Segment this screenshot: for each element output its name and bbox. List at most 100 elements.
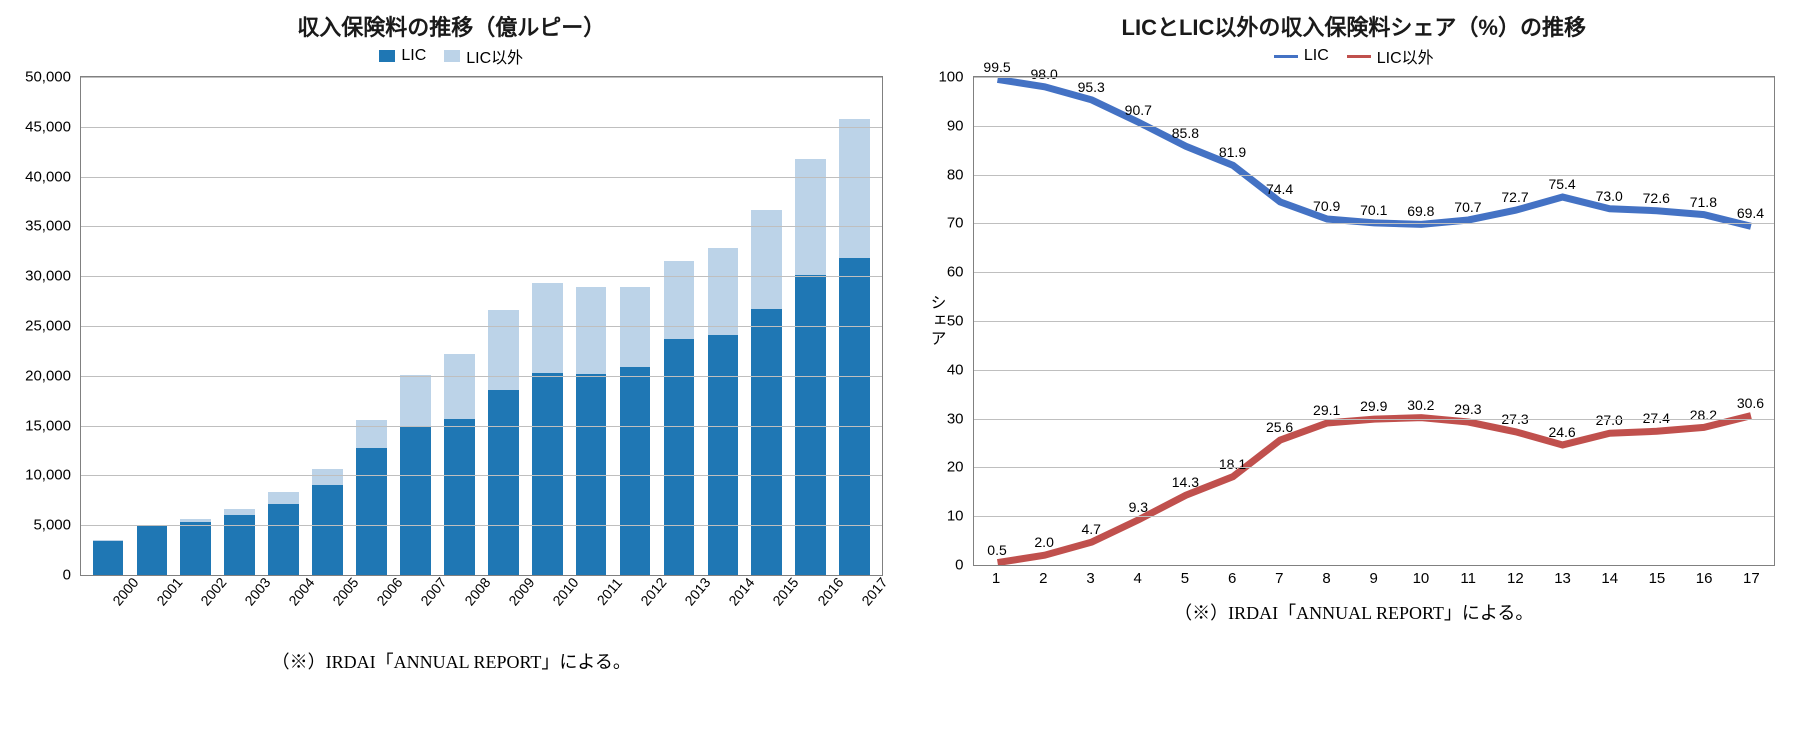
grid-line [974, 126, 1775, 127]
bar-segment-lic [664, 339, 695, 575]
data-label: 69.4 [1737, 205, 1764, 221]
line-lic-other [997, 416, 1750, 563]
grid-line [974, 321, 1775, 322]
x-tick-label: 5 [1161, 566, 1208, 587]
data-label: 81.9 [1219, 144, 1246, 160]
bar-segment-lic [137, 526, 168, 575]
data-label: 29.1 [1313, 402, 1340, 418]
x-tick-label: 2 [1020, 566, 1067, 587]
y-tick-label: 60 [909, 264, 964, 281]
x-tick-label: 6 [1209, 566, 1256, 587]
grid-line [81, 426, 882, 427]
y-tick-label: 80 [909, 166, 964, 183]
data-label: 69.8 [1407, 203, 1434, 219]
x-tick-label: 17 [1728, 566, 1775, 587]
line-chart-panel: LICとLIC以外の収入保険料シェア（%）の推移 LIC LIC以外 01020… [913, 10, 1796, 674]
data-label: 71.8 [1690, 194, 1717, 210]
grid-line [81, 376, 882, 377]
swatch-icon [379, 50, 395, 62]
bar-segment-lic-other [356, 420, 387, 448]
grid-line [974, 370, 1775, 371]
bar-segment-lic [93, 541, 124, 575]
y-tick-label: 15,000 [11, 417, 71, 434]
x-tick-label: 16 [1681, 566, 1728, 587]
swatch-icon [444, 50, 460, 62]
legend-item-lic: LIC [379, 44, 426, 68]
data-label: 85.8 [1172, 125, 1199, 141]
bar-y-axis: 05,00010,00015,00020,00025,00030,00035,0… [11, 77, 76, 575]
bar-segment-lic-other [268, 492, 299, 504]
bar-segment-lic-other [620, 287, 651, 367]
x-tick-label: 4 [1114, 566, 1161, 587]
line-swatch-icon [1274, 55, 1298, 58]
legend-item-lic-other: LIC以外 [444, 44, 523, 68]
bar-segment-lic [400, 426, 431, 575]
y-tick-label: 40 [909, 361, 964, 378]
grid-line [81, 127, 882, 128]
bar-chart-title: 収入保険料の推移（億ルピー） [10, 10, 893, 42]
y-tick-label: 100 [909, 69, 964, 86]
y-tick-label: 90 [909, 117, 964, 134]
x-tick-label: 1 [973, 566, 1020, 587]
x-tick-label: 8 [1303, 566, 1350, 587]
bar-segment-lic-other [664, 261, 695, 339]
y-tick-label: 0 [909, 557, 964, 574]
bar-segment-lic [751, 309, 782, 575]
bar-segment-lic [268, 504, 299, 575]
data-label: 72.6 [1643, 190, 1670, 206]
bar-segment-lic [620, 367, 651, 575]
line-chart-legend: LIC LIC以外 [913, 44, 1796, 68]
bar-segment-lic [839, 258, 870, 575]
bar-segment-lic [180, 522, 211, 575]
grid-line [974, 175, 1775, 176]
bar-segment-lic [444, 419, 475, 575]
bar-segment-lic-other [751, 210, 782, 309]
x-tick-label: 3 [1067, 566, 1114, 587]
data-label: 4.7 [1081, 521, 1100, 537]
data-label: 70.1 [1360, 202, 1387, 218]
legend-label: LIC以外 [466, 44, 523, 68]
x-tick-label: 14 [1586, 566, 1633, 587]
y-tick-label: 40,000 [11, 168, 71, 185]
bar-segment-lic-other [444, 354, 475, 419]
charts-container: 収入保険料の推移（億ルピー） LIC LIC以外 05,00010,00015,… [10, 10, 1795, 674]
y-tick-label: 30 [909, 410, 964, 427]
data-label: 30.6 [1737, 395, 1764, 411]
bar-segment-lic-other [488, 310, 519, 390]
grid-line [974, 272, 1775, 273]
bar-segment-lic-other [400, 375, 431, 426]
grid-line [81, 475, 882, 476]
y-tick-label: 50,000 [11, 69, 71, 86]
line-footnote: （※）IRDAI「ANNUAL REPORT」による。 [913, 599, 1796, 625]
data-label: 75.4 [1548, 176, 1575, 192]
data-label: 14.3 [1172, 474, 1199, 490]
data-label: 73.0 [1596, 188, 1623, 204]
line-swatch-icon [1347, 55, 1371, 58]
legend-label: LIC [401, 47, 426, 65]
bar-segment-lic [708, 335, 739, 575]
data-label: 18.1 [1219, 456, 1246, 472]
x-tick-label: 10 [1397, 566, 1444, 587]
grid-line [81, 177, 882, 178]
x-tick-label: 9 [1350, 566, 1397, 587]
y-tick-label: 45,000 [11, 118, 71, 135]
line-x-labels: 1234567891011121314151617 [973, 566, 1776, 587]
data-label: 30.2 [1407, 397, 1434, 413]
data-label: 95.3 [1078, 79, 1105, 95]
data-label: 29.9 [1360, 398, 1387, 414]
data-label: 25.6 [1266, 419, 1293, 435]
bar-segment-lic [356, 448, 387, 575]
bar-segment-lic-other [839, 119, 870, 258]
bar-segment-lic [532, 373, 563, 575]
y-tick-label: 30,000 [11, 268, 71, 285]
bar-segment-lic [488, 390, 519, 575]
x-tick-label: 15 [1633, 566, 1680, 587]
y-tick-label: 10 [909, 508, 964, 525]
bar-chart-legend: LIC LIC以外 [10, 44, 893, 68]
x-tick-label: 13 [1539, 566, 1586, 587]
bar-x-labels: 2000200120022003200420052006200720082009… [80, 576, 883, 598]
x-tick-label: 11 [1445, 566, 1492, 587]
legend-label: LIC [1304, 47, 1329, 65]
grid-line [974, 223, 1775, 224]
data-label: 72.7 [1501, 189, 1528, 205]
